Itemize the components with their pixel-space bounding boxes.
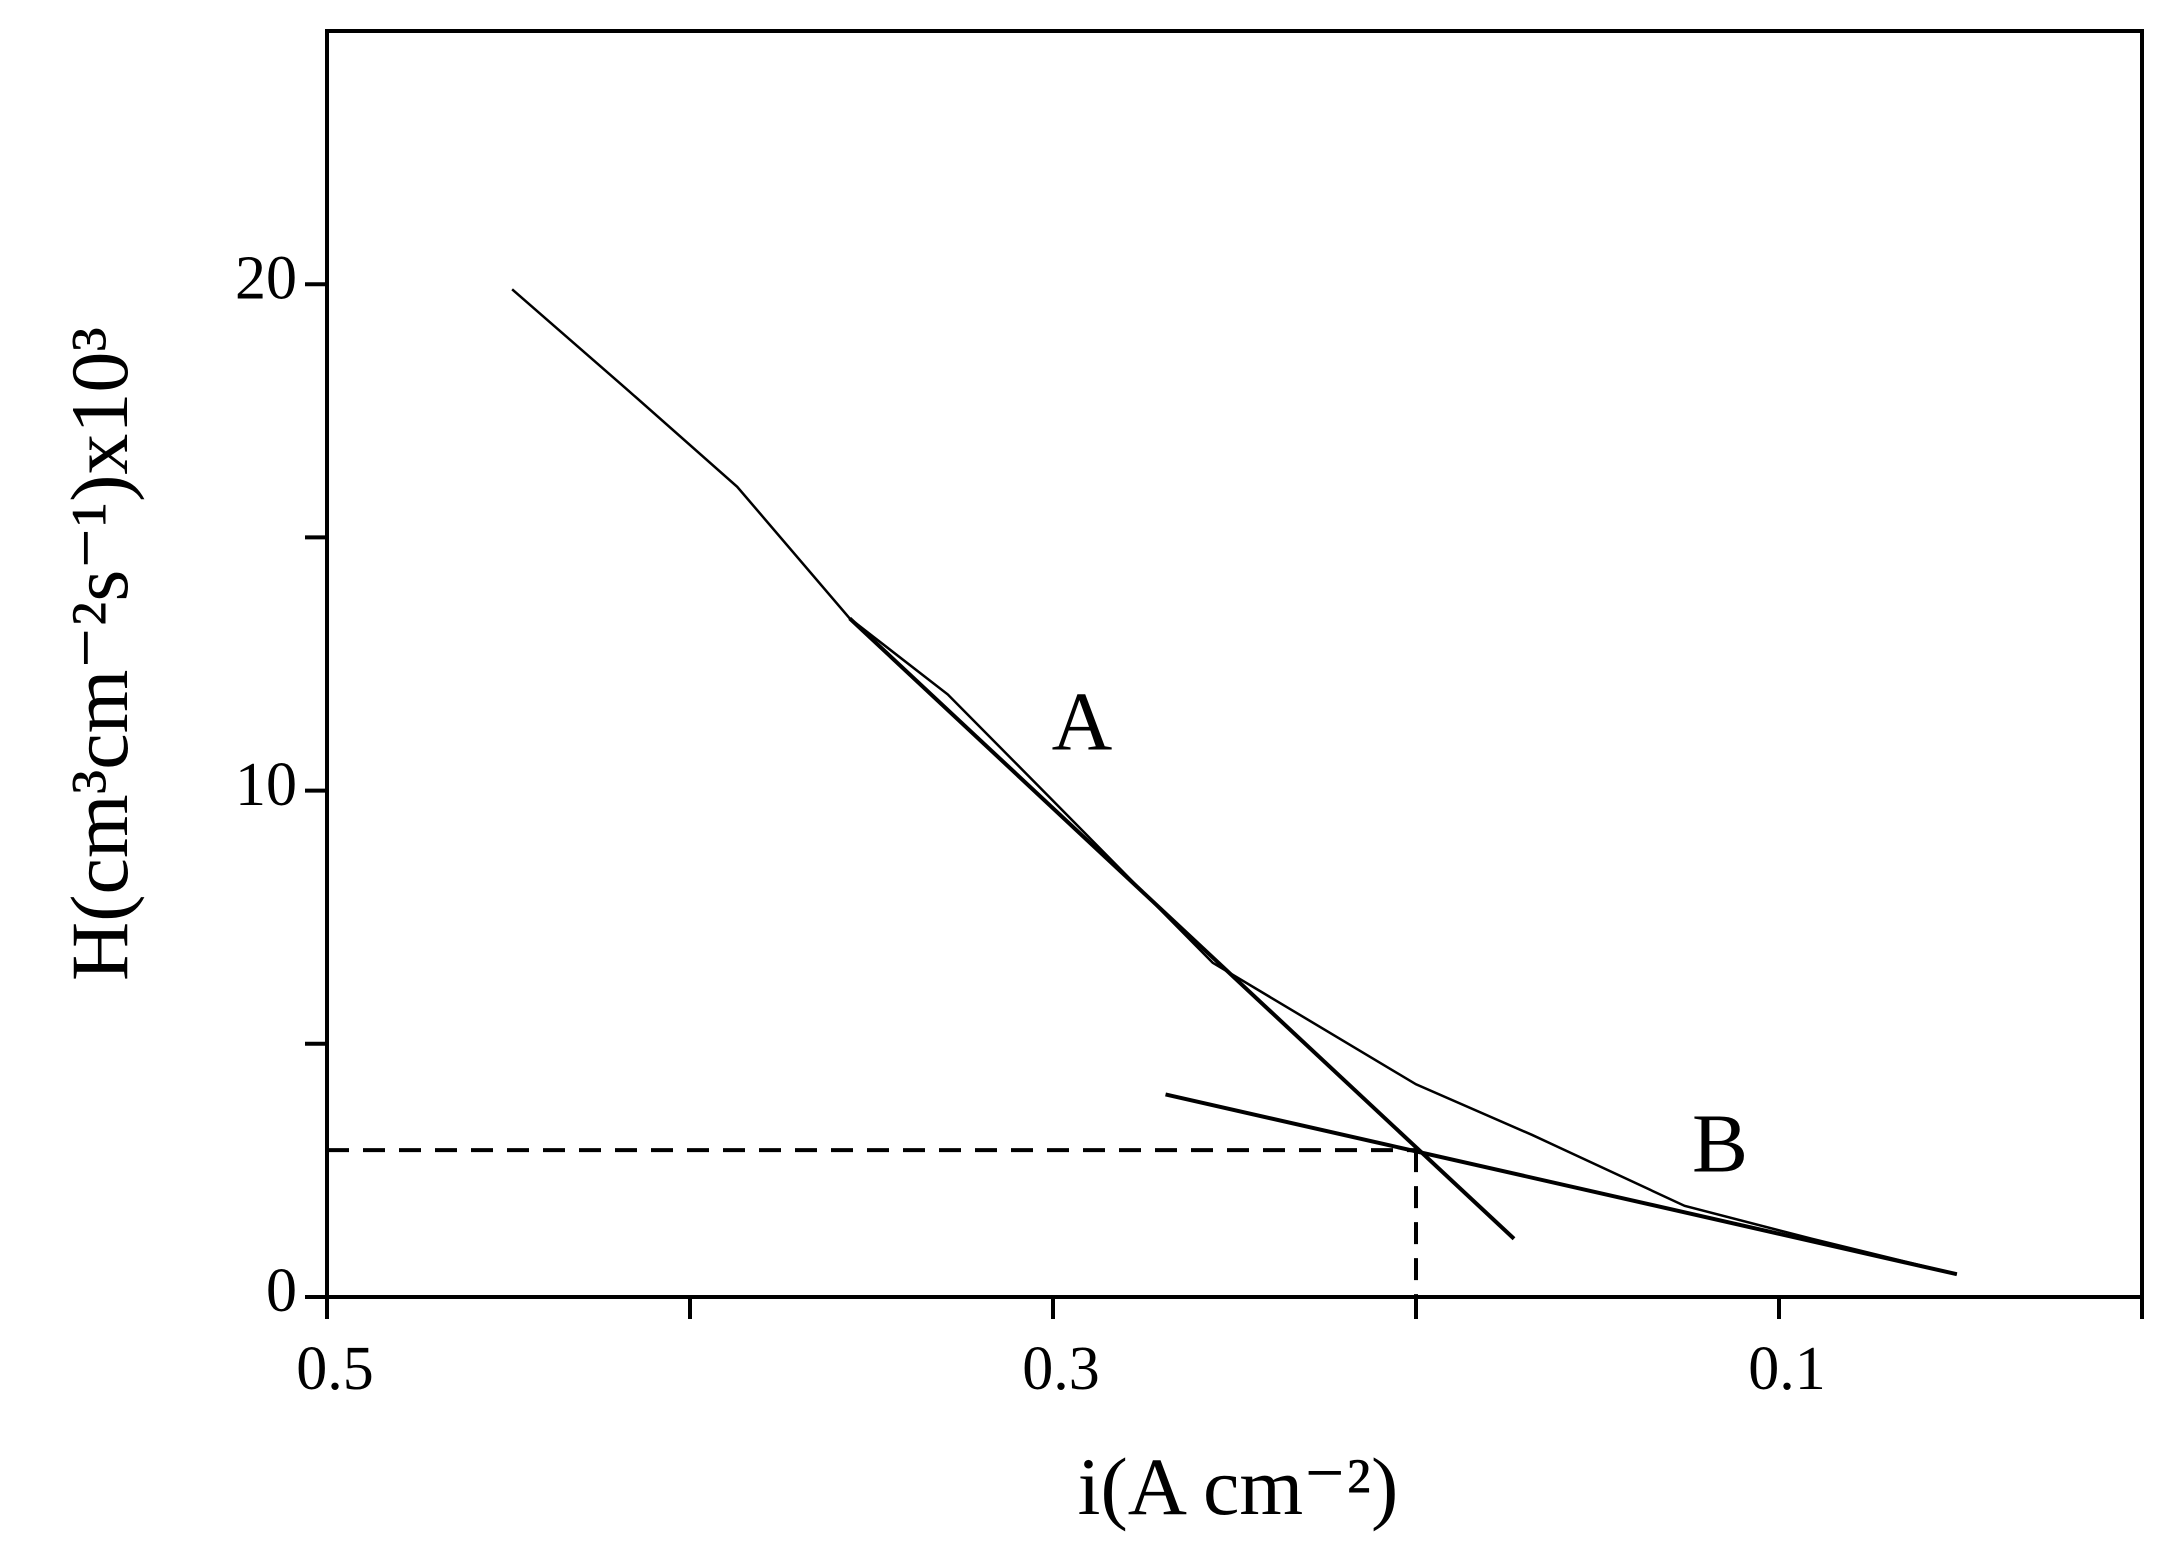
x-tick-label: 0.1 (1748, 1335, 1826, 1403)
plot-frame (325, 29, 2144, 1299)
y-tick-label: 20 (235, 244, 297, 312)
y-tick-label: 10 (235, 751, 297, 819)
x-tick-label: 0.5 (296, 1335, 374, 1403)
line (1165, 1092, 1958, 1277)
annotation: A (1052, 675, 1113, 768)
line (848, 616, 1516, 1241)
y-tick-label: 0 (266, 1257, 297, 1325)
annotation: B (1692, 1097, 1748, 1190)
x-tick-label: 0.3 (1022, 1335, 1100, 1403)
y-axis-label: H(cm³cm⁻²s⁻¹)x10³ (54, 327, 145, 981)
x-axis-label: i(A cm⁻²) (1078, 1441, 1399, 1532)
